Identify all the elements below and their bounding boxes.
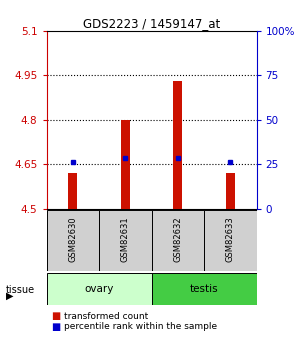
Bar	[152, 210, 204, 271]
Text: GSM82633: GSM82633	[226, 217, 235, 262]
Bar	[226, 173, 235, 209]
Text: percentile rank within the sample: percentile rank within the sample	[64, 322, 218, 331]
Title: GDS2223 / 1459147_at: GDS2223 / 1459147_at	[83, 17, 220, 30]
Bar	[152, 273, 256, 305]
Text: GSM82632: GSM82632	[173, 217, 182, 262]
Text: GSM82630: GSM82630	[68, 217, 77, 262]
Bar	[173, 81, 182, 209]
Text: ▶: ▶	[6, 291, 14, 300]
Bar	[46, 210, 99, 271]
Text: GSM82631: GSM82631	[121, 217, 130, 262]
Text: ovary: ovary	[84, 284, 114, 294]
Bar	[99, 210, 152, 271]
Text: ■: ■	[51, 312, 60, 321]
Text: testis: testis	[190, 284, 218, 294]
Bar	[68, 173, 77, 209]
Bar	[46, 273, 152, 305]
Text: transformed count: transformed count	[64, 312, 149, 321]
Text: tissue: tissue	[6, 286, 35, 295]
Bar	[204, 210, 256, 271]
Text: ■: ■	[51, 322, 60, 332]
Bar	[121, 120, 130, 209]
